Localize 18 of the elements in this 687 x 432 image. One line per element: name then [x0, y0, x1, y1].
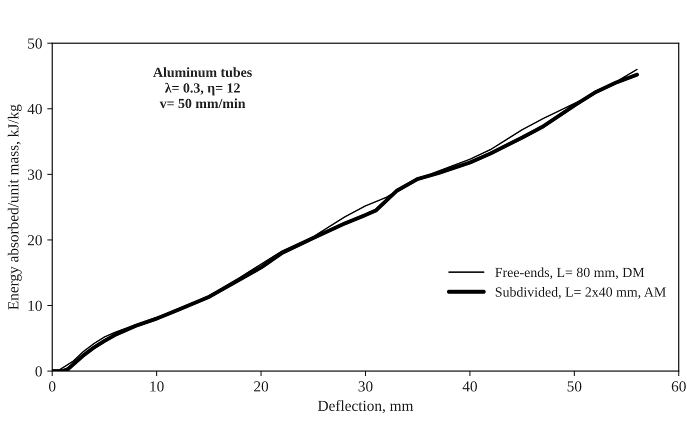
x-tick-label: 0 [48, 381, 56, 392]
y-tick-label: 20 [28, 235, 42, 246]
x-tick-label: 60 [672, 381, 686, 392]
y-tick-label: 40 [28, 104, 42, 114]
y-axis-title: Energy absorbed/unit mass, kJ/kg [8, 104, 22, 310]
annotation: Aluminum tubes λ= 0.3, η= 12 v= 50 mm/min [153, 67, 252, 108]
x-tick-label: 10 [150, 381, 164, 392]
y-tick-label: 30 [28, 169, 42, 180]
y-tick-label: 0 [35, 366, 42, 377]
x-tick-label: 30 [358, 381, 373, 392]
y-tick-label: 50 [28, 38, 42, 49]
x-axis-title: Deflection, mm [318, 400, 414, 414]
legend-label: Free-ends, L= 80 mm, DM [495, 267, 644, 280]
y-tick-label: 10 [28, 300, 42, 311]
x-tick-label: 50 [568, 381, 582, 392]
x-tick-label: 40 [462, 381, 477, 392]
x-tick-label: 20 [254, 381, 268, 392]
legend-label: Subdivided, L= 2x40 mm, AM [496, 286, 666, 299]
